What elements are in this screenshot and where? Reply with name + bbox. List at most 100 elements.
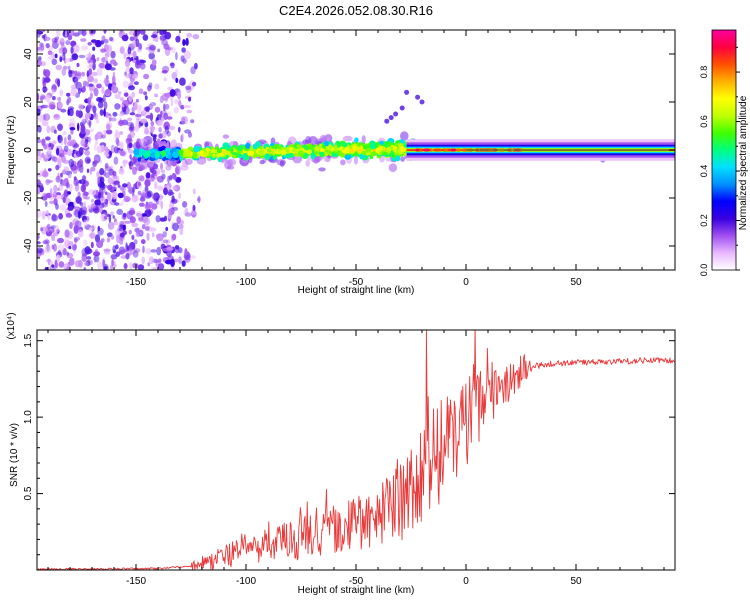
spectrogram-noise-speckle (129, 112, 136, 116)
spectrogram-band-cell (199, 150, 204, 156)
spectrogram-noise-speckle (162, 231, 167, 238)
spectrogram-band-cell (370, 142, 376, 150)
spectrogram-xtick-label: -150 (126, 277, 146, 288)
spectrogram-band-cell (280, 149, 287, 156)
spectrogram-halo-blob (342, 135, 353, 142)
spectrogram-noise-speckle (37, 125, 42, 133)
spectrogram-noise-speckle (122, 224, 126, 231)
spectrogram-noise-speckle (186, 32, 193, 38)
spectrogram-noise-speckle (47, 50, 53, 56)
spectrogram-noise-speckle (119, 131, 124, 135)
spectrogram-halo-blob (319, 134, 328, 144)
spectrogram-halo-blob (227, 159, 233, 167)
spectrogram-noise-speckle (192, 81, 197, 87)
spectrogram-noise-speckle (42, 87, 49, 92)
spectrogram-band-cell (314, 146, 320, 152)
spectrogram-noise-speckle (113, 249, 116, 254)
spectrogram-band-cell (344, 154, 352, 160)
spectrogram-noise-speckle (138, 42, 143, 50)
spectrogram-noise-speckle (112, 75, 116, 84)
spectrogram-noise-speckle (156, 246, 162, 256)
spectrogram-noise-speckle (91, 71, 98, 77)
spectrogram-noise-speckle (90, 203, 97, 209)
snr-xtick-label: 0 (463, 576, 469, 587)
spectrogram-noise-speckle (78, 147, 84, 156)
spectrogram-noise-speckle (165, 226, 169, 232)
spectrogram-noise-speckle (132, 250, 139, 258)
spectrogram-ytick-label: -20 (23, 190, 34, 205)
colorbar-ticks: 0.0 0.2 0.4 0.6 0.8 (699, 46, 740, 276)
spectrogram-noise-speckle (88, 120, 92, 128)
spectrogram-noise-speckle (56, 30, 61, 37)
spectrogram-band-cell (386, 146, 392, 154)
spectrogram-noise-speckle (81, 71, 86, 77)
spectrogram-noise-speckle (67, 134, 72, 141)
spectrogram-noise-speckle (74, 77, 79, 84)
spectrogram-noise-speckle (87, 259, 93, 266)
spectrogram-noise-speckle (128, 126, 134, 132)
spectrogram-noise-speckle (104, 172, 110, 179)
spectrogram-noise-speckle (141, 224, 146, 230)
spectrogram-noise-speckle (87, 205, 92, 210)
spectrogram-noise-speckle (54, 53, 58, 59)
spectrogram-noise-speckle (147, 85, 152, 92)
spectrogram-noise-speckle (169, 174, 173, 181)
spectrogram-noise-speckle (87, 102, 92, 111)
spectrogram-noise-speckle (175, 35, 181, 43)
spectrogram-noise-speckle (64, 229, 70, 238)
spectrogram-halo-blob (226, 165, 235, 170)
spectrogram-noise-speckle (67, 206, 74, 211)
spectrogram-streak-blob (388, 115, 394, 121)
spectrogram-noise-speckle (110, 50, 116, 59)
spectrogram-band-cell (264, 153, 271, 161)
colorbar-bar (711, 29, 737, 271)
spectrogram-noise-speckle (37, 108, 41, 116)
spectrogram-noise-speckle (129, 207, 135, 215)
spectrogram-noise-speckle (125, 58, 130, 68)
spectrogram-noise-speckle (60, 108, 67, 113)
spectrogram-noise-speckle (103, 133, 107, 137)
spectrogram-noise-speckle (41, 120, 49, 127)
snr-line (37, 330, 675, 570)
spectrogram-noise-speckle (91, 198, 94, 203)
spectrogram-noise-speckle (84, 112, 89, 121)
spectrogram-noise-speckle (133, 248, 141, 253)
spectrogram-noise-speckle (126, 245, 130, 251)
spectrogram-noise-speckle (117, 184, 121, 188)
spectrogram-noise-speckle (170, 62, 175, 69)
spectrogram-noise-speckle (115, 244, 119, 250)
spectrogram-noise-speckle (79, 164, 84, 174)
spectrogram-halo-blob (139, 138, 148, 146)
spectrogram-band-cell (216, 148, 222, 154)
spectrogram-noise-speckle (57, 244, 65, 251)
spectrogram-noise-speckle (108, 150, 113, 156)
spectrogram-noise-speckle (56, 147, 60, 156)
spectrogram-halo-blob (170, 160, 177, 167)
spectrogram-noise-speckle (93, 78, 99, 84)
spectrogram-noise-speckle (182, 201, 188, 208)
spectrogram-band-cell (172, 151, 180, 159)
spectrogram-noise-speckle (149, 44, 156, 51)
spectrogram-band-cell (359, 153, 363, 160)
spectrogram-xlabel: Height of straight line (km) (298, 285, 415, 296)
spectrogram-noise-speckle (161, 130, 167, 139)
spectrogram-noise-speckle (103, 215, 108, 220)
spectrogram-noise-speckle (74, 143, 80, 148)
spectrogram-noise-speckle (116, 234, 120, 244)
spectrogram-noise-speckle (83, 239, 88, 246)
spectrogram-band-cell (379, 140, 384, 145)
spectrogram-band-cell (361, 151, 367, 156)
spectrogram-noise-speckle (78, 259, 83, 268)
spectrogram-noise-speckle (97, 101, 104, 109)
snr-content (37, 330, 675, 570)
spectrogram-noise-speckle (116, 208, 123, 215)
spectrogram-noise-speckle (157, 185, 164, 191)
colorbar-tick-label: 0.6 (699, 115, 709, 128)
spectrogram-noise-speckle (79, 203, 86, 208)
spectrogram-noise-speckle (177, 91, 182, 100)
spectrogram-noise-speckle (50, 144, 54, 150)
spectrogram-noise-speckle (98, 62, 105, 69)
spectrogram-noise-speckle (134, 60, 141, 69)
spectrogram-noise-speckle (93, 87, 99, 97)
spectrogram-noise-speckle (72, 76, 79, 83)
